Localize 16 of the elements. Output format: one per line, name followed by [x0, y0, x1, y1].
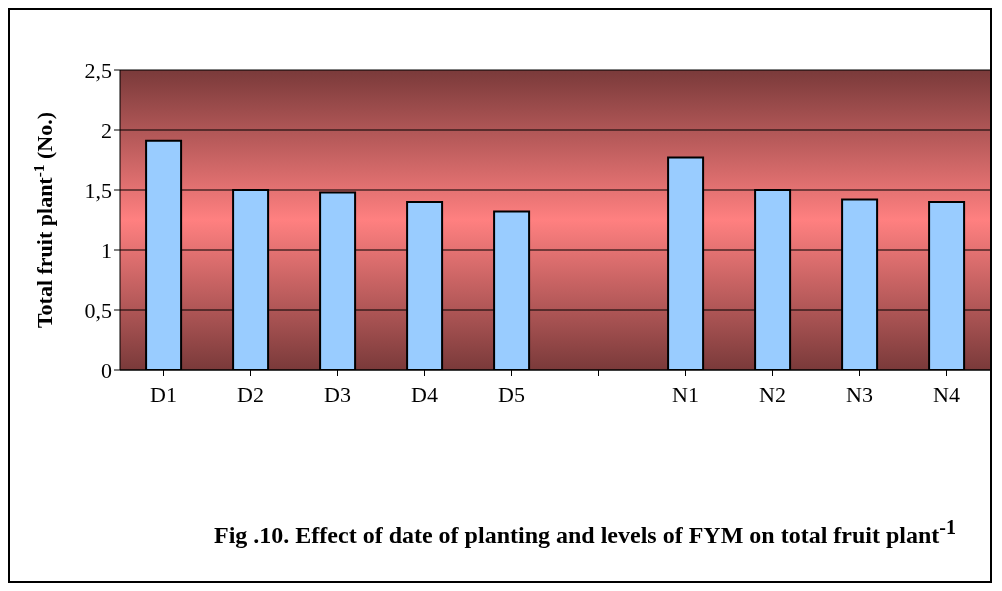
- y-tick-label: 1,5: [84, 177, 112, 203]
- x-tick-label: D3: [324, 381, 351, 407]
- y-tick-label: 2: [101, 117, 112, 143]
- text: Fig .10. Effect of date of planting and levels of FYM on total fruit plant$^{-1}$: [213, 515, 957, 550]
- y-tick-label: 0: [101, 357, 112, 383]
- x-tick-label: D2: [237, 381, 264, 407]
- x-tick-label: N1: [672, 381, 699, 407]
- y-tick-label: 0,5: [84, 297, 112, 323]
- x-tick-label: D5: [498, 381, 525, 407]
- x-tick-label: N2: [759, 381, 786, 407]
- y-tick-label: 1: [101, 237, 112, 263]
- x-tick-label: D1: [150, 381, 177, 407]
- x-tick-label: N4: [933, 381, 960, 407]
- y-tick-label: 2,5: [84, 57, 112, 83]
- x-tick-label: N3: [846, 381, 873, 407]
- x-tick-label: D4: [411, 381, 438, 407]
